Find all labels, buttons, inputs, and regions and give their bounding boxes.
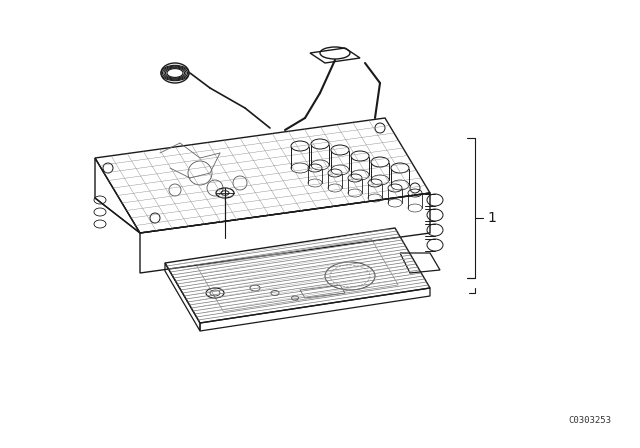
Text: 1: 1	[487, 211, 496, 225]
Text: C0303253: C0303253	[568, 415, 611, 425]
